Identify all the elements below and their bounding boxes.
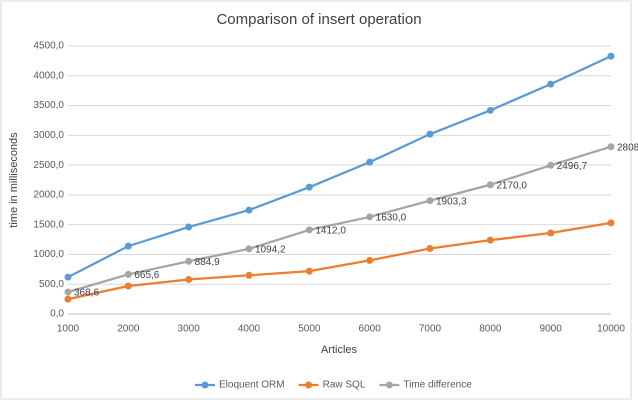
y-axis-title: time in milliseconds	[8, 132, 20, 228]
y-tick-label: 4500,0	[33, 41, 64, 52]
point	[245, 245, 253, 253]
point	[185, 275, 193, 283]
series-line	[67, 55, 612, 279]
x-axis-title: Articles	[321, 344, 358, 356]
point	[305, 267, 313, 275]
legend-marker	[385, 381, 393, 389]
legend-label: Time difference	[403, 380, 472, 391]
point	[366, 158, 374, 166]
legend-marker	[305, 381, 313, 389]
y-tick-label: 2500,0	[33, 160, 64, 171]
data-label: 884,9	[195, 257, 220, 268]
y-tick-label: 1000,0	[33, 249, 64, 260]
data-label: 1412,0	[315, 226, 346, 237]
x-tick-label: 2000	[117, 324, 140, 335]
legend-label: Eloquent ORM	[219, 380, 285, 391]
point	[547, 80, 555, 88]
y-tick-label: 3000,0	[33, 130, 64, 141]
data-label: 2808,7	[617, 142, 638, 153]
y-tick-label: 500,0	[39, 279, 64, 290]
x-tick-label: 5000	[298, 324, 321, 335]
point	[124, 270, 132, 278]
point	[245, 271, 253, 279]
point	[64, 295, 72, 303]
point	[486, 236, 494, 244]
x-tick-label: 10000	[597, 324, 625, 335]
x-tick-label: 3000	[178, 324, 201, 335]
chart-border	[0, 0, 632, 400]
data-label: 1630,0	[376, 213, 407, 224]
y-tick-label: 4000,0	[33, 70, 64, 81]
point	[607, 219, 615, 227]
data-label: 1903,3	[436, 196, 467, 207]
point	[124, 282, 132, 290]
series-line	[67, 145, 612, 294]
point	[426, 130, 434, 138]
point	[64, 273, 72, 281]
data-label: 1094,2	[255, 244, 286, 255]
point	[426, 197, 434, 205]
data-label: 665,6	[134, 270, 159, 281]
x-tick-label: 9000	[540, 324, 563, 335]
point	[366, 256, 374, 264]
point	[607, 143, 615, 151]
point	[185, 223, 193, 231]
data-label: 2170,0	[496, 180, 527, 191]
legend-marker	[201, 381, 209, 389]
point	[486, 106, 494, 114]
point	[486, 181, 494, 189]
point	[607, 52, 615, 60]
point	[547, 229, 555, 237]
legend-label: Raw SQL	[323, 380, 366, 391]
x-tick-label: 1000	[57, 324, 80, 335]
x-tick-label: 8000	[479, 324, 502, 335]
x-tick-label: 4000	[238, 324, 261, 335]
data-label: 368,6	[74, 288, 99, 299]
data-label: 2496,7	[557, 161, 588, 172]
y-tick-label: 2000,0	[33, 190, 64, 201]
point	[245, 206, 253, 214]
x-tick-label: 6000	[359, 324, 382, 335]
point	[547, 161, 555, 169]
y-tick-label: 3500,0	[33, 100, 64, 111]
point	[305, 226, 313, 234]
point	[64, 288, 72, 296]
chart-title: Comparison of insert operation	[216, 11, 421, 28]
point	[366, 213, 374, 221]
point	[305, 183, 313, 191]
point	[124, 242, 132, 250]
x-tick-label: 7000	[419, 324, 442, 335]
y-tick-label: 0,0	[50, 309, 64, 320]
series-line	[67, 221, 612, 301]
y-tick-label: 1500,0	[33, 219, 64, 230]
point	[426, 244, 434, 252]
point	[185, 257, 193, 265]
